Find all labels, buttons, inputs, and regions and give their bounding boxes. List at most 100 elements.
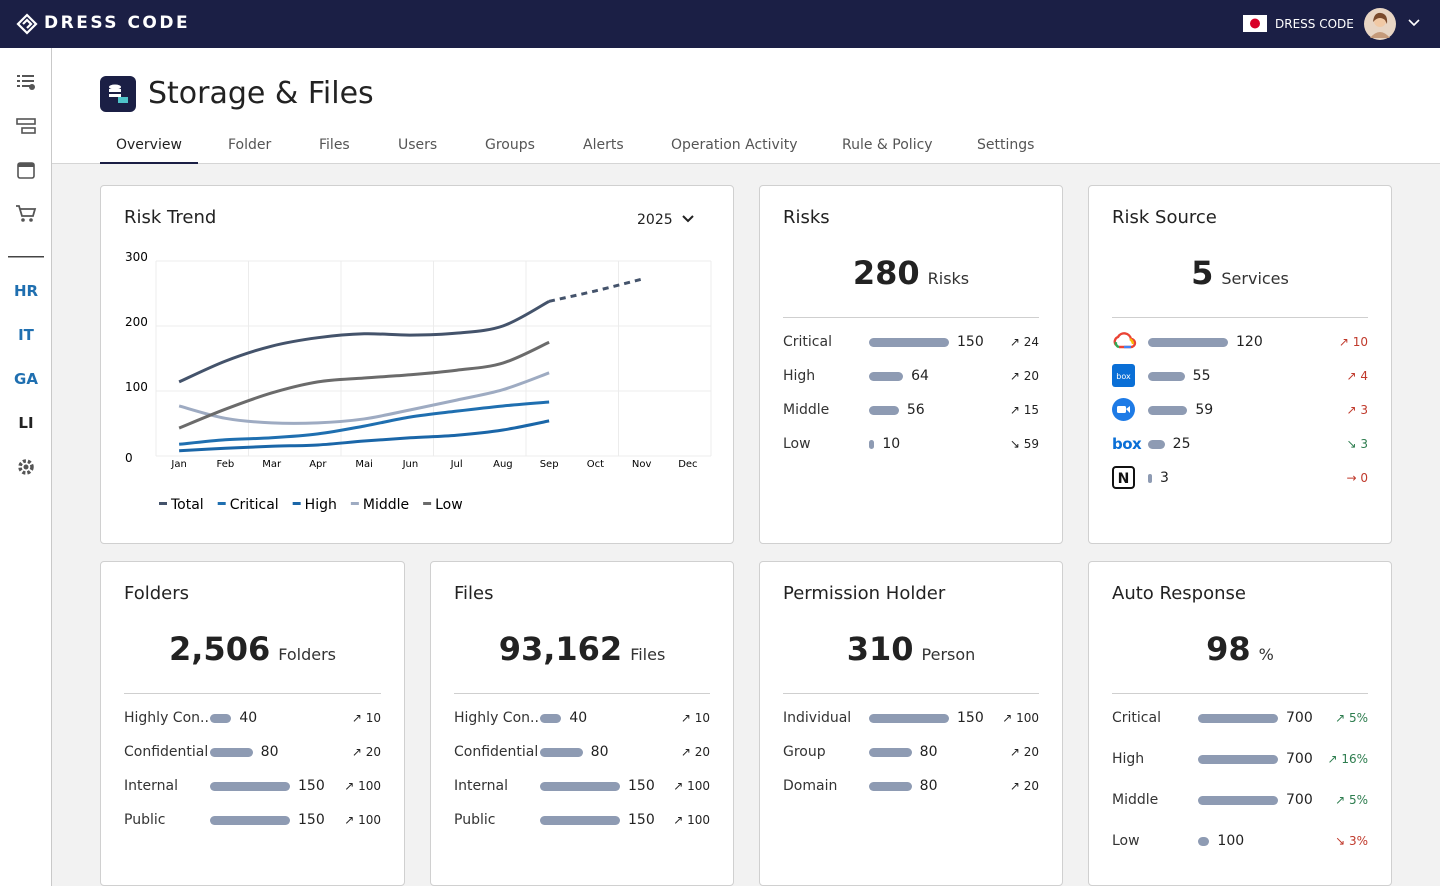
total-value: 5 — [1191, 254, 1214, 292]
row-label: Public — [124, 812, 166, 828]
sidebar-item[interactable]: HR — [13, 282, 39, 300]
card-title: Risk Source — [1112, 207, 1217, 228]
x-tick-label: Oct — [587, 459, 604, 470]
total-value: 98 — [1206, 630, 1251, 668]
row-bar — [869, 337, 949, 347]
stat-row: 59 ↗ 3 — [1112, 398, 1368, 421]
svg-text:box: box — [1112, 435, 1142, 453]
x-tick-label: Jun — [402, 459, 419, 470]
svg-text:N: N — [1118, 471, 1130, 487]
card: Permission Holder 310 Person Individual 150 ↗… — [759, 561, 1063, 886]
year-select[interactable]: 2025 — [637, 212, 695, 228]
avatar[interactable] — [1364, 8, 1396, 40]
row-value: 10 — [882, 436, 901, 452]
card-title: Risks — [783, 207, 830, 228]
tab[interactable]: Settings — [977, 137, 1035, 153]
row-bar — [1198, 754, 1278, 764]
total-value: 280 — [852, 254, 920, 292]
total-unit: % — [1258, 645, 1274, 664]
card: Risk Source 5 Services 120 ↗ 10 box 55 ↗ 4 59 ↗ 3… — [1088, 185, 1392, 544]
row-bar — [869, 405, 899, 415]
stat-row: Internal 150 ↗ 100 — [454, 776, 710, 796]
tab[interactable]: Alerts — [583, 137, 624, 153]
row-bar — [869, 713, 949, 723]
y-tick-label: 300 — [125, 250, 148, 264]
row-bar — [1148, 405, 1188, 415]
row-trend: ↗ 15 — [1009, 403, 1039, 417]
menu-caret[interactable] — [1407, 18, 1421, 28]
row-trend: ↗ 5% — [1335, 793, 1368, 807]
tab[interactable]: Overview — [100, 137, 198, 164]
page-header: Storage & Files Overview Folder Files Users… — [52, 48, 1440, 164]
row-bar — [1198, 713, 1278, 723]
row-value: 700 — [1286, 792, 1313, 808]
stat-row: Middle 56 ↗ 15 — [783, 400, 1039, 420]
x-tick-label: Apr — [309, 459, 327, 470]
card-total: 5 Services — [1089, 254, 1391, 292]
row-trend: → 0 — [1346, 471, 1368, 485]
row-value: 25 — [1172, 436, 1191, 452]
org-name[interactable]: DRESS CODE — [1275, 17, 1354, 31]
row-trend: ↘ 59 — [1009, 437, 1039, 451]
legend-swatch — [423, 502, 432, 505]
tab[interactable]: Users — [398, 137, 438, 153]
sidebar-item[interactable]: IT — [18, 326, 34, 344]
row-label: Critical — [1112, 710, 1161, 726]
x-tick-label: Dec — [678, 459, 697, 470]
row-bar — [210, 747, 253, 757]
stat-row: box 25 ↘ 3 — [1112, 434, 1368, 454]
row-bar — [869, 371, 904, 381]
row-value: 56 — [906, 402, 925, 418]
y-tick-label: 100 — [125, 380, 148, 394]
row-value: 59 — [1195, 402, 1214, 418]
series-line — [178, 400, 550, 446]
row-value: 55 — [1192, 368, 1211, 384]
x-tick-label: Jul — [450, 459, 463, 470]
tab[interactable]: Groups — [485, 137, 535, 153]
divider — [1112, 317, 1368, 318]
tab[interactable]: Folder — [228, 137, 272, 153]
legend-label: Total — [170, 497, 204, 513]
row-value: 700 — [1286, 751, 1313, 767]
tab[interactable]: Rule & Policy — [842, 137, 933, 153]
row-bar — [1198, 795, 1278, 805]
row-trend: ↗ 20 — [1009, 745, 1039, 759]
row-bar — [540, 815, 620, 825]
row-trend: ↗ 24 — [1009, 335, 1039, 349]
stat-row: Confidential 80 ↗ 20 — [124, 742, 381, 762]
tab[interactable]: Files — [319, 137, 350, 153]
series-line — [178, 371, 550, 425]
total-unit: Person — [921, 645, 976, 664]
x-tick-label: Nov — [632, 459, 652, 470]
brand: DRESS CODE — [44, 13, 191, 33]
stat-row: Public 150 ↗ 100 — [124, 810, 381, 830]
tab[interactable]: Operation Activity — [671, 137, 798, 153]
sidebar-icons — [8, 75, 44, 475]
stat-row: Low 10 ↘ 59 — [783, 434, 1039, 454]
divider — [783, 317, 1039, 318]
card-title: Risk Trend — [124, 207, 217, 228]
series-line-forecast — [548, 277, 642, 303]
sidebar-item[interactable]: GA — [14, 370, 38, 388]
row-value: 150 — [957, 334, 984, 350]
series-line — [179, 419, 550, 453]
row-label: Critical — [783, 334, 832, 350]
row-trend: ↗ 100 — [344, 813, 381, 827]
stat-row: Group 80 ↗ 20 — [783, 742, 1039, 762]
row-label: Highly Con... — [454, 710, 540, 726]
legend-label: Low — [435, 497, 463, 513]
series-line — [178, 299, 550, 384]
row-value: 64 — [911, 368, 929, 384]
row-trend: ↗ 10 — [1338, 335, 1368, 349]
row-label: Individual — [783, 710, 852, 726]
legend-swatch — [217, 502, 226, 505]
sidebar-item[interactable]: LI — [18, 414, 34, 432]
card-total: 310 Person — [760, 630, 1062, 668]
stat-row: box 55 ↗ 4 — [1112, 364, 1368, 387]
x-tick-label: Jan — [170, 459, 186, 470]
row-trend: ↗ 20 — [680, 745, 710, 759]
card: Folders 2,506 Folders Highly Con... 40 ↗ 10 Co… — [100, 561, 405, 886]
flag — [1243, 15, 1267, 32]
row-trend: ↗ 10 — [351, 711, 381, 725]
